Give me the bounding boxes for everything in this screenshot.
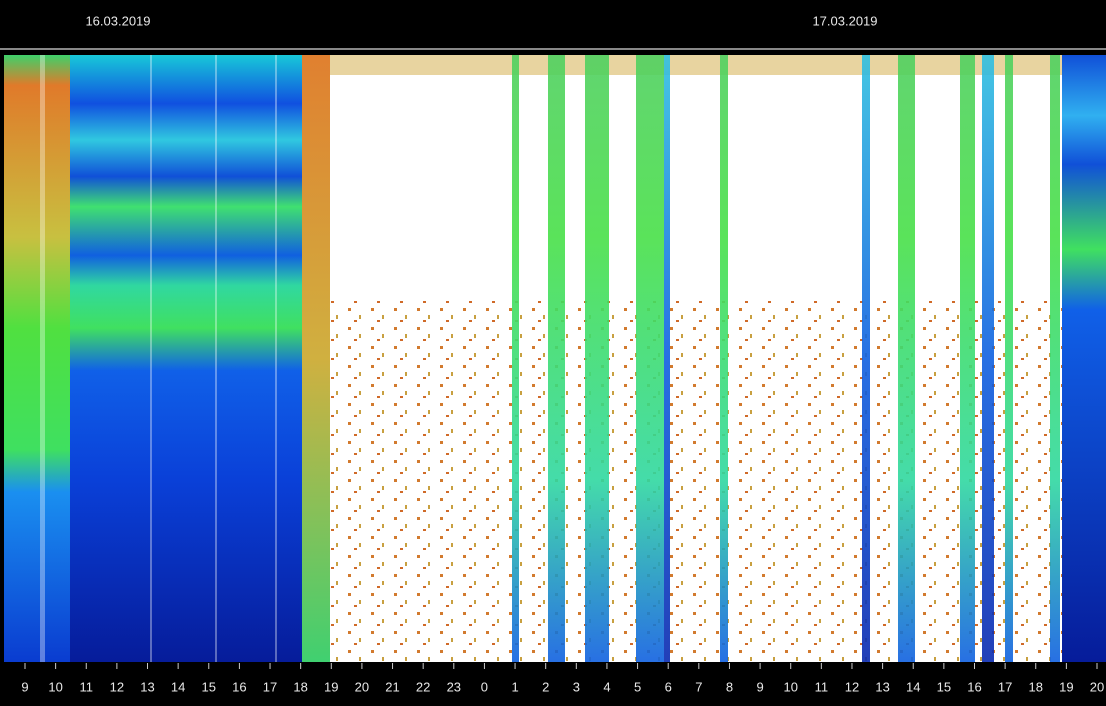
x-tick-label: 15: [202, 679, 216, 694]
x-tick-label: 18: [1029, 679, 1043, 694]
x-tick-label: 2: [542, 679, 549, 694]
x-tick-label: 7: [695, 679, 702, 694]
x-tick-label: 17: [263, 679, 277, 694]
x-tick-label: 21: [385, 679, 399, 694]
x-tick-label: 10: [48, 679, 62, 694]
x-tick-label: 12: [110, 679, 124, 694]
x-tick-label: 8: [726, 679, 733, 694]
x-tick-label: 14: [906, 679, 920, 694]
band: [1062, 55, 1106, 662]
x-tick-label: 3: [573, 679, 580, 694]
x-tick-label: 19: [324, 679, 338, 694]
x-tick-label: 5: [634, 679, 641, 694]
x-tick-label: 1: [511, 679, 518, 694]
x-tick-label: 23: [447, 679, 461, 694]
x-tick-label: 12: [845, 679, 859, 694]
plot-area: [4, 55, 1106, 662]
strip: [720, 55, 728, 662]
x-tick-label: 11: [80, 679, 94, 694]
streak: [275, 55, 277, 662]
x-tick-label: 22: [416, 679, 430, 694]
x-tick-label: 14: [171, 679, 185, 694]
streak: [150, 55, 152, 662]
x-tick-label: 0: [481, 679, 488, 694]
x-tick-label: 17: [998, 679, 1012, 694]
strip: [1005, 55, 1013, 662]
x-tick-label: 11: [815, 679, 829, 694]
x-tick-label: 6: [665, 679, 672, 694]
strip: [585, 55, 609, 662]
strip: [664, 55, 670, 662]
strip: [548, 55, 565, 662]
strip: [862, 55, 870, 662]
x-tick-label: 18: [293, 679, 307, 694]
x-tick-label: 9: [756, 679, 763, 694]
date-label: 17.03.2019: [812, 13, 877, 28]
strip: [636, 55, 664, 662]
x-tick-label: 16: [967, 679, 981, 694]
strip: [898, 55, 915, 662]
speckle: [330, 300, 1062, 662]
strip: [982, 55, 994, 662]
date-label: 16.03.2019: [85, 13, 150, 28]
streak: [40, 55, 45, 662]
strip: [512, 55, 519, 662]
x-tick-label: 20: [1090, 679, 1104, 694]
band: [302, 55, 330, 662]
x-tick-label: 15: [937, 679, 951, 694]
x-tick-label: 16: [232, 679, 246, 694]
x-tick-label: 13: [140, 679, 154, 694]
x-tick-label: 9: [21, 679, 28, 694]
x-tick-label: 10: [783, 679, 797, 694]
band: [70, 55, 302, 662]
strip: [1050, 55, 1060, 662]
strip: [960, 55, 975, 662]
band: [4, 55, 70, 662]
streak: [215, 55, 217, 662]
x-tick-label: 20: [355, 679, 369, 694]
band: [330, 55, 1062, 75]
x-tick-label: 4: [603, 679, 610, 694]
x-tick-label: 19: [1059, 679, 1073, 694]
x-tick-label: 13: [875, 679, 889, 694]
